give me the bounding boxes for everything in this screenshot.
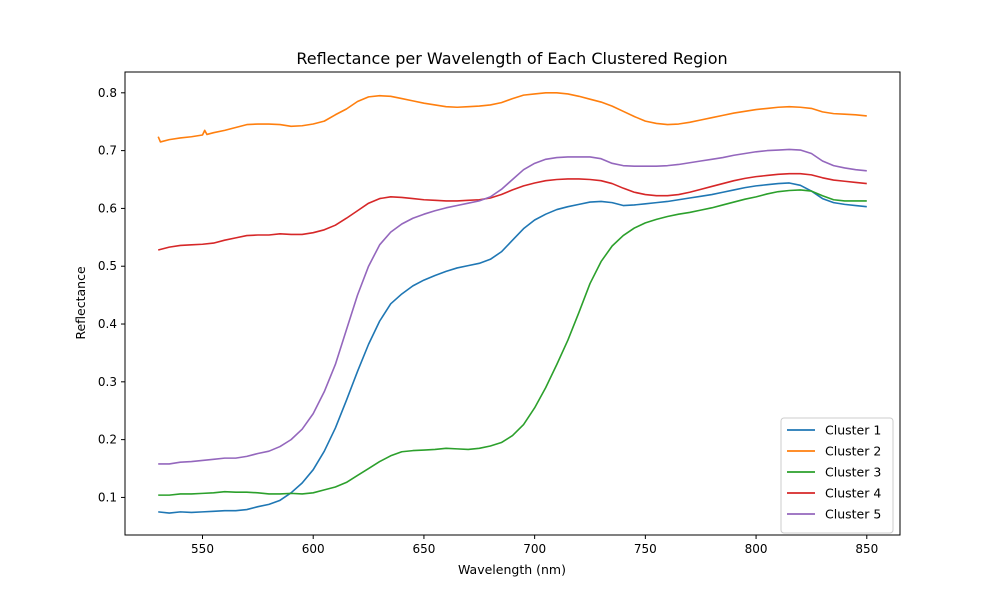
y-axis: 0.1 0.2 0.3 0.4 0.5 0.6 0.7 0.8: [98, 86, 125, 504]
y-axis-label: Reflectance: [73, 266, 88, 340]
y-tick-label: 0.1: [98, 490, 117, 504]
series-line-cluster-2: [157, 92, 867, 143]
x-tick-label: 750: [634, 542, 657, 556]
x-axis-label: Wavelength (nm): [458, 562, 566, 577]
plot-lines: [157, 92, 867, 514]
legend-label: Cluster 2: [825, 444, 881, 459]
legend-label: Cluster 3: [825, 465, 881, 480]
series-line-cluster-5: [158, 148, 867, 465]
x-tick-label: 700: [523, 542, 546, 556]
x-tick-label: 600: [302, 542, 325, 556]
legend-label: Cluster 1: [825, 423, 881, 438]
y-tick-label: 0.2: [98, 433, 117, 447]
chart-title: Reflectance per Wavelength of Each Clust…: [296, 49, 727, 68]
y-tick-label: 0.6: [98, 201, 117, 215]
y-tick-label: 0.7: [98, 144, 117, 158]
legend: Cluster 1 Cluster 2 Cluster 3 Cluster 4 Clus…: [780, 417, 894, 534]
y-tick-label: 0.3: [98, 375, 117, 389]
series-line-cluster-4: [158, 172, 867, 251]
x-tick-label: 550: [191, 542, 214, 556]
legend-label: Cluster 4: [825, 486, 881, 501]
x-tick-label: 650: [412, 542, 435, 556]
y-tick-label: 0.4: [98, 317, 117, 331]
legend-label: Cluster 5: [825, 507, 881, 522]
plot-frame: [124, 71, 901, 536]
series-line-cluster-1: [158, 182, 867, 514]
y-tick-label: 0.8: [98, 86, 117, 100]
x-axis: 550 600 650 700 750 800 850: [191, 535, 878, 556]
x-tick-label: 850: [855, 542, 878, 556]
y-tick-label: 0.5: [98, 259, 117, 273]
legend-box: [780, 417, 894, 534]
series-line-cluster-3: [158, 189, 867, 496]
x-tick-label: 800: [745, 542, 768, 556]
